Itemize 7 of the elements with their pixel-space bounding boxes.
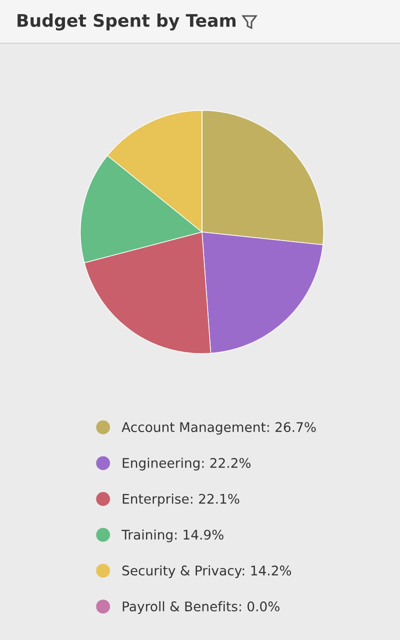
legend-label: Enterprise: 22.1%	[122, 494, 240, 506]
legend-label: Account Management: 26.7%	[122, 422, 316, 435]
legend-label: Security & Privacy: 14.2%	[122, 565, 292, 578]
legend-label: Training: 14.9%	[122, 529, 224, 542]
legend-label: Payroll & Benefits: 0.0%	[122, 601, 280, 614]
chart-title: Budget Spent by Team	[18, 14, 236, 30]
legend-label: Engineering: 22.2%	[122, 458, 251, 471]
